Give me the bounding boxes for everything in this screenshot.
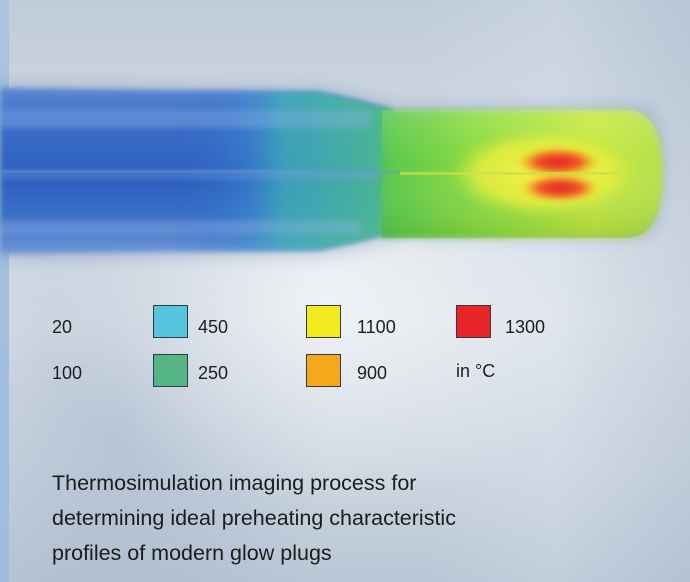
caption-line-1: Thermosimulation imaging process for — [52, 471, 417, 495]
legend-value-900: 900 — [357, 363, 388, 383]
legend-swatch-900 — [306, 354, 341, 387]
glow-plug-thermal-image — [0, 82, 665, 262]
legend-value-1300: 1300 — [505, 317, 546, 337]
legend-value-250: 250 — [198, 363, 229, 383]
caption-line-2: determining ideal preheating characteris… — [52, 506, 456, 530]
legend-swatch-250 — [153, 354, 188, 387]
caption-line-3: profiles of modern glow plugs — [52, 541, 332, 565]
legend-value-1100: 1100 — [357, 317, 396, 337]
image-caption: Thermosimulation imaging process for det… — [52, 466, 652, 571]
background-sheen — [420, 0, 690, 582]
legend-value-100: 100 — [52, 363, 83, 383]
legend-value-20: 20 — [52, 317, 73, 337]
legend-value-450: 450 — [198, 317, 229, 337]
legend-swatch-1300 — [456, 305, 491, 338]
temperature-legend: 20 450 1100 1300 100 250 900 in °C — [52, 305, 546, 387]
legend-unit: in °C — [456, 361, 496, 381]
legend-swatch-1100 — [306, 305, 341, 338]
left-accent-strip — [0, 0, 9, 582]
legend-swatch-450 — [153, 305, 188, 338]
